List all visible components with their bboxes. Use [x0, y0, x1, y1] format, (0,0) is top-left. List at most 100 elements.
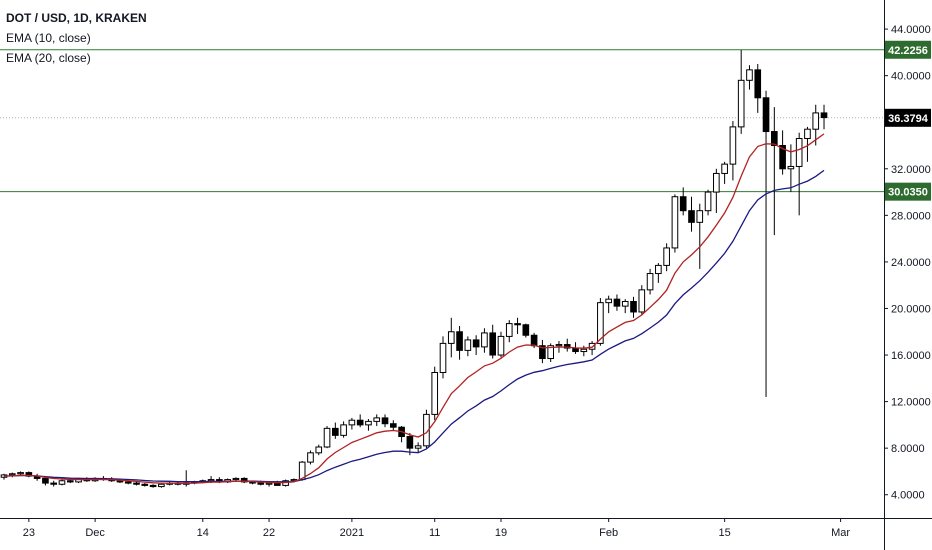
candle-body[interactable] [207, 479, 215, 482]
candle-body[interactable] [679, 196, 687, 212]
candle-body[interactable] [655, 264, 662, 275]
candle-body[interactable] [406, 436, 414, 449]
candle-body[interactable] [539, 345, 546, 360]
candle-body[interactable] [787, 165, 795, 170]
candle-body[interactable] [158, 483, 165, 488]
candle-body[interactable] [323, 427, 331, 448]
ema20-legend-label[interactable]: EMA (20, close) [6, 51, 91, 65]
candle-body[interactable] [447, 331, 455, 344]
candle-body[interactable] [580, 348, 588, 353]
candle-body[interactable] [42, 477, 49, 484]
x-tick-label: Feb [599, 527, 618, 539]
candle-body[interactable] [795, 138, 803, 167]
candle-body[interactable] [812, 112, 820, 130]
candle-body[interactable] [638, 289, 646, 313]
candle-body[interactable] [688, 210, 695, 223]
candle-body[interactable] [141, 483, 149, 486]
x-tick-label: 2021 [340, 527, 364, 539]
candle-body[interactable] [514, 323, 521, 326]
candle-body[interactable] [671, 196, 679, 249]
y-tick-label: 24.0000 [891, 257, 931, 269]
candle-body[interactable] [232, 477, 240, 481]
candle-body[interactable] [439, 342, 447, 373]
ema10-legend-label[interactable]: EMA (10, close) [6, 31, 91, 45]
candle-body[interactable] [713, 172, 720, 193]
candle-body[interactable] [414, 445, 422, 449]
candle-body[interactable] [348, 419, 356, 426]
candle-body[interactable] [340, 424, 347, 436]
candle-body[interactable] [762, 97, 770, 133]
x-tick-label: 22 [263, 527, 275, 539]
x-tick-label: Dec [85, 527, 105, 539]
candle-body[interactable] [133, 482, 140, 485]
symbol-title[interactable]: DOT / USD, 1D, KRAKEN [6, 11, 147, 25]
candle-body[interactable] [497, 335, 505, 356]
y-tick-label: 32.0000 [891, 164, 931, 176]
plot-area[interactable] [0, 49, 884, 488]
candle-body[interactable] [464, 339, 472, 351]
candle-body[interactable] [737, 79, 745, 128]
candle-body[interactable] [663, 247, 670, 266]
candle-body[interactable] [646, 273, 654, 291]
candle-body[interactable] [555, 344, 563, 347]
candle-body[interactable] [17, 472, 24, 475]
level-price-badge-label: 42.2256 [888, 45, 928, 57]
candle-body[interactable] [729, 126, 737, 165]
y-tick-label: 20.0000 [891, 303, 931, 315]
candle-body[interactable] [489, 332, 497, 356]
candle-body[interactable] [530, 334, 538, 347]
ema10-line[interactable] [3, 133, 825, 484]
candle-body[interactable] [307, 452, 314, 463]
level-price-badge[interactable] [885, 182, 931, 201]
candle-body[interactable] [66, 480, 74, 483]
candle-body[interactable] [630, 300, 637, 313]
candle-body[interactable] [8, 473, 16, 476]
candle-body[interactable] [50, 482, 58, 485]
candle-body[interactable] [356, 419, 364, 426]
candle-body[interactable] [58, 480, 66, 485]
x-tick-label: 15 [718, 527, 730, 539]
candle-body[interactable] [456, 331, 463, 351]
candle-body[interactable] [257, 482, 265, 485]
candle-body[interactable] [605, 298, 612, 304]
candle-body[interactable] [389, 423, 397, 428]
candle-body[interactable] [505, 323, 513, 337]
candle-body[interactable] [149, 484, 157, 488]
candle-body[interactable] [373, 417, 381, 422]
candle-body[interactable] [240, 477, 248, 483]
x-tick-label: 11 [429, 527, 440, 539]
level-price-badge[interactable] [885, 40, 931, 59]
candle-body[interactable] [481, 332, 488, 348]
candle-body[interactable] [431, 371, 439, 415]
candle-body[interactable] [423, 413, 430, 447]
candle-body[interactable] [613, 298, 621, 307]
level-price-badge-label: 30.0350 [888, 187, 928, 199]
candle-body[interactable] [124, 481, 132, 484]
candle-body[interactable] [779, 145, 786, 170]
candle-body[interactable] [365, 420, 372, 426]
candle-body[interactable] [472, 339, 480, 348]
y-tick-label: 12.0000 [891, 397, 931, 409]
candle-body[interactable] [265, 482, 273, 485]
candle-body[interactable] [721, 163, 728, 174]
candle-body[interactable] [704, 191, 712, 212]
candle-body[interactable] [315, 446, 323, 454]
candle-body[interactable] [771, 131, 778, 147]
candle-body[interactable] [597, 302, 604, 344]
candle-body[interactable] [804, 128, 811, 140]
candle-body[interactable] [547, 345, 554, 360]
candle-body[interactable] [621, 300, 629, 307]
candle-body[interactable] [522, 324, 530, 336]
x-tick-label: 14 [197, 527, 209, 539]
y-tick-label: 44.0000 [891, 24, 931, 36]
candle-body[interactable] [332, 427, 339, 436]
candle-body[interactable] [754, 69, 762, 99]
ema20-line[interactable] [3, 169, 825, 483]
candle-body[interactable] [381, 417, 389, 425]
current-price-badge[interactable] [885, 108, 931, 127]
candle-body[interactable] [563, 344, 571, 349]
candle-body[interactable] [696, 210, 704, 223]
candle-body[interactable] [746, 69, 753, 81]
candle-body[interactable] [820, 112, 828, 119]
